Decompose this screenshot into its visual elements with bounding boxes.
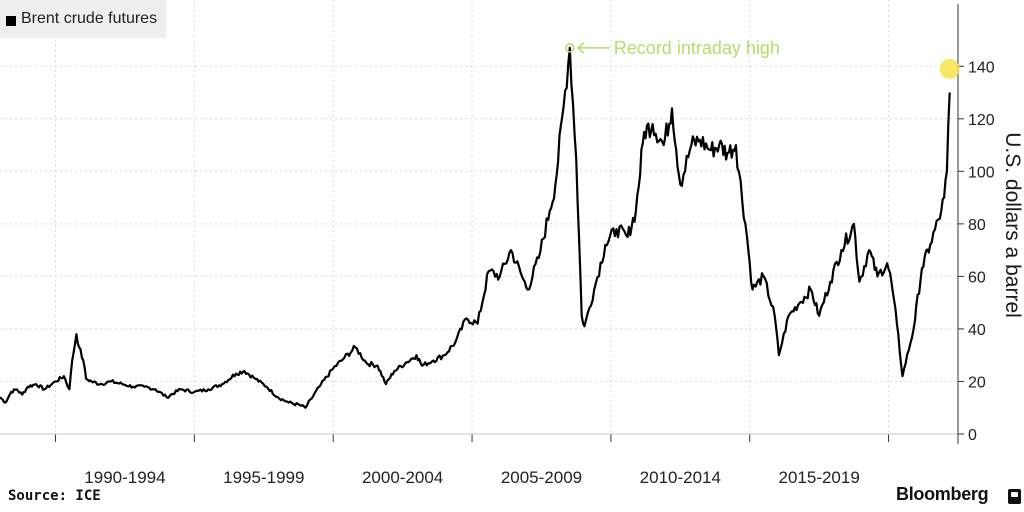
- y-axis-label: U.S. dollars a barrel: [1001, 132, 1024, 318]
- annotation-label: Record intraday high: [614, 38, 780, 58]
- y-tick-label: 140: [968, 59, 995, 76]
- y-axis: 0 20 40 60 80 100 120 140: [957, 4, 995, 444]
- y-tick-label: 40: [968, 322, 986, 339]
- source-note: Source: ICE: [8, 488, 101, 504]
- y-tick-label: 80: [968, 217, 986, 234]
- annotation-marker: [565, 43, 575, 53]
- grid-lines: [0, 0, 958, 435]
- y-tick-label: 20: [968, 374, 986, 391]
- annotation-record-high: Record intraday high: [565, 38, 780, 58]
- annotation-arrow: [577, 42, 610, 54]
- legend: Brent crude futures: [0, 0, 166, 38]
- x-tick-label: 1995-1999: [223, 468, 304, 487]
- y-tick-label: 100: [968, 164, 995, 181]
- x-tick-label: 1990-1994: [84, 468, 165, 487]
- series-line-brent: [0, 46, 951, 409]
- x-tick-label: 2015-2019: [779, 468, 860, 487]
- x-tick-label: 2010-2014: [640, 468, 721, 487]
- bloomberg-terminal-icon: [1008, 489, 1021, 504]
- y-tick-label: 60: [968, 269, 986, 286]
- y-tick-label: 120: [968, 112, 995, 129]
- x-axis-ticks: 1990-1994 1995-1999 2000-2004 2005-2009 2010…: [0, 433, 958, 487]
- y-tick-label: 0: [968, 427, 977, 444]
- legend-label: Brent crude futures: [21, 10, 158, 27]
- legend-swatch: [6, 16, 16, 26]
- brand-logo: Bloomberg: [896, 484, 989, 504]
- x-tick-label: 2005-2009: [501, 468, 582, 487]
- x-tick-label: 2000-2004: [362, 468, 443, 487]
- latest-value-highlight: [939, 58, 960, 79]
